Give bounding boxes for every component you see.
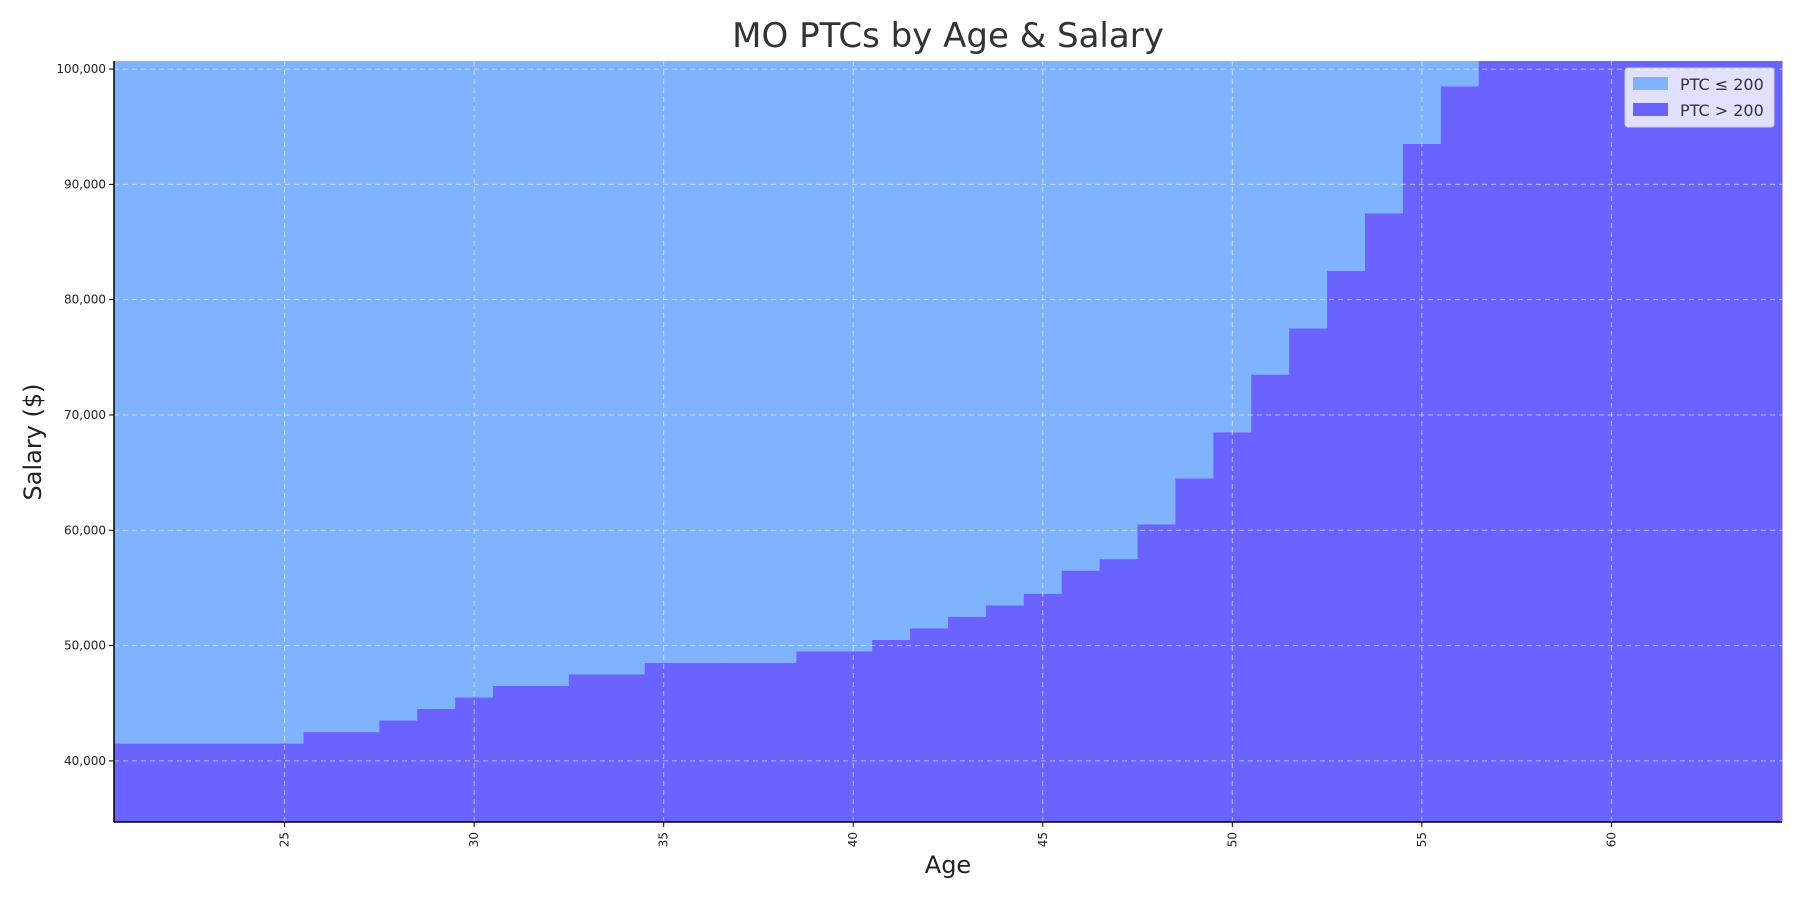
grid-lines [114,61,1782,822]
band-ptc-gt-200-age-61 [1630,61,1669,822]
axes [113,61,1782,823]
band-ptc-gt-200-age-44 [985,605,1025,822]
band-ptc-gt-200-age-57 [1478,61,1518,822]
band-ptc-le-200-age-37 [720,61,759,663]
x-tick-label: 35 [657,832,671,847]
band-ptc-gt-200-age-51 [1251,374,1290,822]
x-tick-label: 60 [1604,832,1618,847]
band-ptc-gt-200-age-42 [910,628,949,822]
band-ptc-le-200-age-40 [834,61,873,652]
band-ptc-le-200-age-39 [796,61,835,652]
band-ptc-gt-200-age-27 [341,732,380,822]
y-axis-title: Salary ($) [19,383,47,500]
band-ptc-gt-200-age-62 [1668,61,1707,822]
y-tick-label: 40,000 [64,754,106,768]
legend-swatch-ptc-gt-200 [1633,103,1668,116]
band-ptc-gt-200-age-49 [1175,478,1214,822]
band-ptc-gt-200-age-28 [379,720,418,822]
band-ptc-le-200-age-43 [948,61,987,617]
x-axis-title: Age [925,851,971,879]
band-ptc-le-200-age-51 [1251,61,1290,375]
band-ptc-gt-200-age-53 [1327,270,1366,822]
band-ptc-gt-200-age-22 [151,743,191,822]
band-ptc-gt-200-age-33 [568,674,608,822]
chart-title: MO PTCs by Age & Salary [732,16,1164,56]
band-ptc-gt-200-age-34 [606,674,646,822]
band-ptc-le-200-age-34 [606,61,646,675]
band-ptc-le-200-age-28 [379,61,418,721]
y-ticks: 40,000 50,000 60,000 70,000 80,000 90,000 100,… [56,62,114,768]
band-ptc-gt-200-age-41 [872,639,911,822]
x-tick-label: 40 [846,832,860,847]
y-tick-label: 80,000 [64,293,106,307]
x-tick-label: 30 [467,832,481,847]
band-ptc-le-200-age-53 [1327,61,1366,271]
band-ptc-gt-200-age-31 [493,685,532,822]
band-ptc-gt-200-age-47 [1099,559,1139,822]
y-tick-label: 60,000 [64,523,106,537]
band-ptc-gt-200-age-59 [1554,61,1593,822]
legend: PTC ≤ 200 PTC > 200 [1624,67,1775,128]
band-ptc-gt-200-age-26 [303,732,342,822]
band-ptc-le-200-age-52 [1289,61,1328,329]
y-tick-label: 50,000 [64,639,106,653]
band-ptc-gt-200-age-64 [1744,61,1783,822]
band-ptc-le-200-age-21 [114,61,153,744]
band-ptc-gt-200-age-38 [758,662,797,822]
band-ptc-gt-200-age-29 [417,709,456,822]
legend-label-ptc-gt-200: PTC > 200 [1680,101,1764,120]
band-ptc-le-200-age-46 [1061,61,1101,571]
band-ptc-gt-200-age-24 [227,743,267,822]
band-ptc-gt-200-age-56 [1440,86,1480,822]
band-ptc-gt-200-age-37 [720,662,759,822]
band-ptc-le-200-age-47 [1099,61,1139,560]
band-ptc-le-200-age-49 [1175,61,1214,479]
band-ptc-le-200-age-54 [1365,61,1404,214]
band-ptc-le-200-age-33 [568,61,608,675]
band-ptc-le-200-age-27 [341,61,380,733]
band-ptc-gt-200-age-58 [1516,61,1556,822]
y-tick-label: 100,000 [56,62,106,76]
band-ptc-gt-200-age-35 [644,662,684,822]
band-ptc-gt-200-age-39 [796,651,835,822]
y-tick-label: 70,000 [64,408,106,422]
band-ptc-le-200-age-41 [872,61,911,640]
band-ptc-gt-200-age-32 [531,685,570,822]
band-ptc-le-200-age-42 [910,61,949,629]
band-ptc-le-200-age-38 [758,61,797,663]
band-ptc-gt-200-age-23 [189,743,229,822]
band-ptc-gt-200-age-36 [682,662,722,822]
band-ptc-le-200-age-32 [531,61,570,686]
area-bands [114,61,1783,822]
legend-swatch-ptc-le-200 [1633,77,1668,90]
y-tick-label: 90,000 [64,177,106,191]
band-ptc-gt-200-age-46 [1061,570,1101,822]
band-ptc-le-200-age-31 [493,61,532,686]
band-ptc-gt-200-age-54 [1365,213,1404,822]
x-tick-label: 50 [1225,832,1239,847]
band-ptc-le-200-age-24 [227,61,267,744]
legend-label-ptc-le-200: PTC ≤ 200 [1680,75,1764,94]
x-ticks: 25 30 35 40 45 50 55 60 [278,822,1618,847]
x-tick-label: 25 [278,832,292,847]
band-ptc-le-200-age-26 [303,61,342,733]
x-tick-label: 45 [1036,832,1050,847]
band-ptc-le-200-age-48 [1137,61,1176,525]
band-ptc-le-200-age-44 [985,61,1025,606]
band-ptc-gt-200-age-21 [114,743,153,822]
band-ptc-gt-200-age-48 [1137,524,1176,822]
band-ptc-gt-200-age-45 [1023,593,1063,822]
x-tick-label: 55 [1415,832,1429,847]
band-ptc-le-200-age-36 [682,61,722,663]
band-ptc-gt-200-age-63 [1706,61,1745,822]
band-ptc-gt-200-age-43 [948,616,987,822]
band-ptc-le-200-age-56 [1440,61,1480,87]
band-ptc-le-200-age-29 [417,61,456,710]
band-ptc-gt-200-age-52 [1289,328,1328,822]
band-ptc-le-200-age-22 [151,61,191,744]
band-ptc-le-200-age-23 [189,61,229,744]
